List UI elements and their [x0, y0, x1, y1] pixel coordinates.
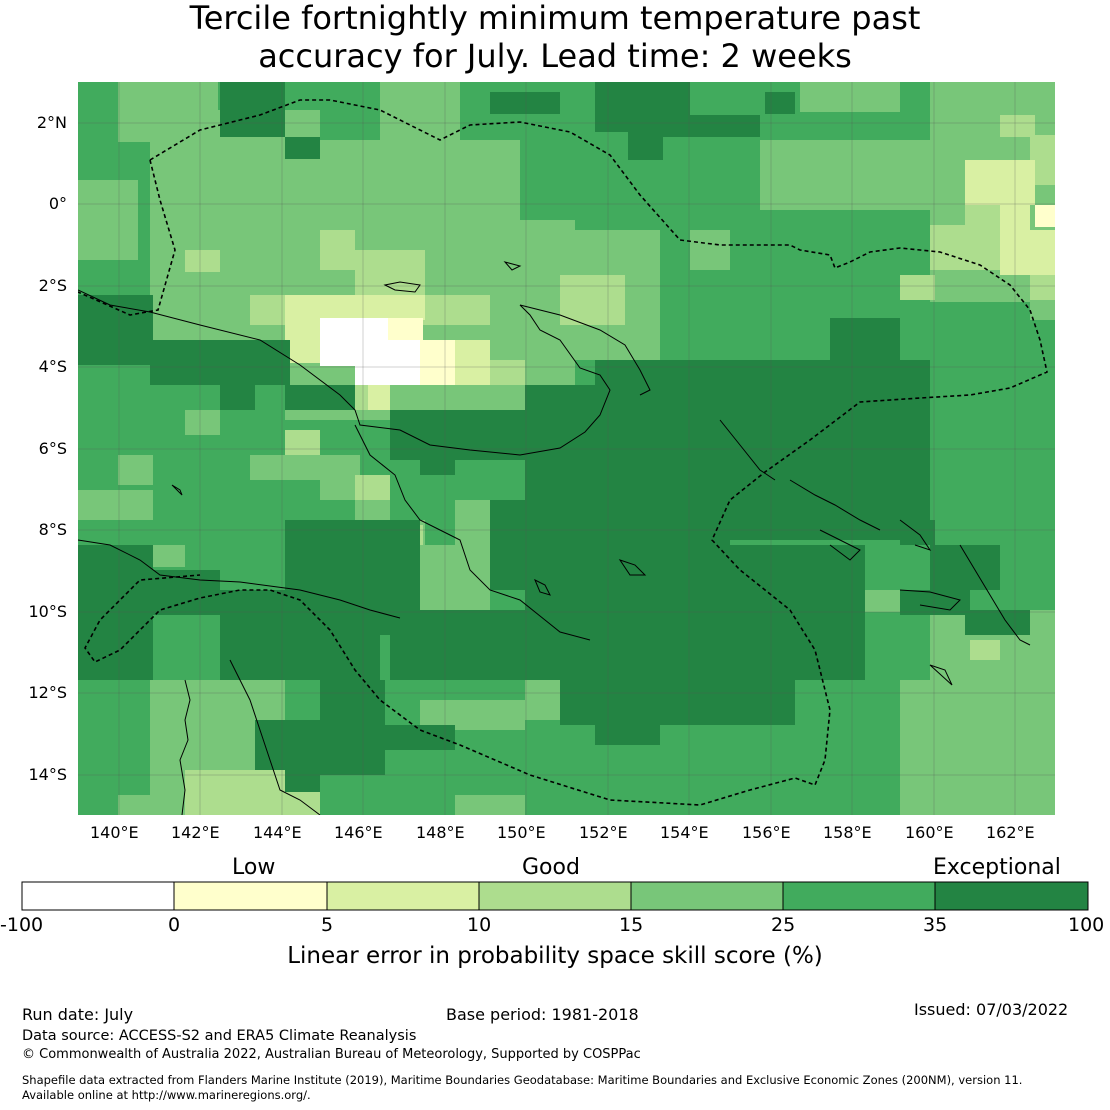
- copyright: © Commonwealth of Australia 2022, Austra…: [22, 1047, 641, 1062]
- colorbar-tick: 25: [771, 914, 796, 936]
- colorbar-category-good: Good: [522, 855, 580, 880]
- colorbar-tick: 100: [1068, 914, 1105, 936]
- lat-label: 6°S: [38, 439, 67, 458]
- data-source: Data source: ACCESS-S2 and ERA5 Climate …: [22, 1028, 417, 1044]
- coastlines: [78, 261, 1031, 815]
- lat-label: 2°N: [36, 113, 67, 132]
- lon-label: 156°E: [742, 823, 791, 842]
- lat-label: 14°S: [28, 765, 67, 784]
- colorbar-tick: 15: [619, 914, 644, 936]
- colorbar-category-exceptional: Exceptional: [933, 855, 1061, 880]
- lat-label: 12°S: [28, 683, 67, 702]
- colorbar-segment: [174, 882, 327, 910]
- colorbar-tick: 35: [923, 914, 948, 936]
- lon-label: 154°E: [660, 823, 709, 842]
- eez-boundary: [84, 99, 1048, 806]
- issued-date: Issued: 07/03/2022: [914, 1000, 1069, 1019]
- colorbar-segment: [783, 882, 935, 910]
- colorbar-segment: [631, 882, 783, 910]
- lon-label: 140°E: [90, 823, 139, 842]
- colorbar-tick: 5: [321, 914, 334, 936]
- colorbar: [21, 881, 1089, 911]
- lat-label: 10°S: [28, 602, 67, 621]
- map-title-line-1: Tercile fortnightly minimum temperature …: [189, 0, 921, 37]
- lon-label: 148°E: [416, 823, 465, 842]
- lon-label: 152°E: [579, 823, 628, 842]
- skill-region-5-10: [285, 160, 1055, 410]
- colorbar-category-low: Low: [232, 855, 276, 880]
- colorbar-tick: 0: [168, 914, 181, 936]
- lon-label: 142°E: [171, 823, 220, 842]
- shapefile-credit-line-2: Available online at http://www.marinereg…: [22, 1088, 311, 1102]
- run-date: Run date: July: [22, 1005, 134, 1024]
- colorbar-segment: [479, 882, 631, 910]
- map-graticule: [78, 82, 1055, 815]
- lon-label: 150°E: [497, 823, 546, 842]
- map-title-line-2: accuracy for July. Lead time: 2 weeks: [258, 37, 852, 75]
- lon-label: 144°E: [253, 823, 302, 842]
- colorbar-tick: 10: [467, 914, 492, 936]
- colorbar-axis-label: Linear error in probability space skill …: [287, 943, 823, 969]
- base-period: Base period: 1981-2018: [446, 1005, 639, 1024]
- colorbar-segment: [327, 882, 479, 910]
- lat-label: 4°S: [38, 357, 67, 376]
- colorbar-segment: [935, 882, 1088, 910]
- lat-label: 0°: [48, 194, 67, 213]
- colorbar-tick: -100: [0, 914, 44, 936]
- skill-region-35-100: [78, 82, 1030, 792]
- shapefile-credit-line-1: Shapefile data extracted from Flanders M…: [22, 1073, 1023, 1087]
- skill-region-negative: [320, 318, 420, 385]
- lon-label: 158°E: [823, 823, 872, 842]
- lon-label: 146°E: [334, 823, 383, 842]
- lon-label: 162°E: [986, 823, 1035, 842]
- lat-label: 8°S: [38, 520, 67, 539]
- lon-label: 160°E: [905, 823, 954, 842]
- colorbar-segment: [22, 882, 174, 910]
- skill-region-0-5: [388, 205, 1055, 385]
- lat-label: 2°S: [38, 276, 67, 295]
